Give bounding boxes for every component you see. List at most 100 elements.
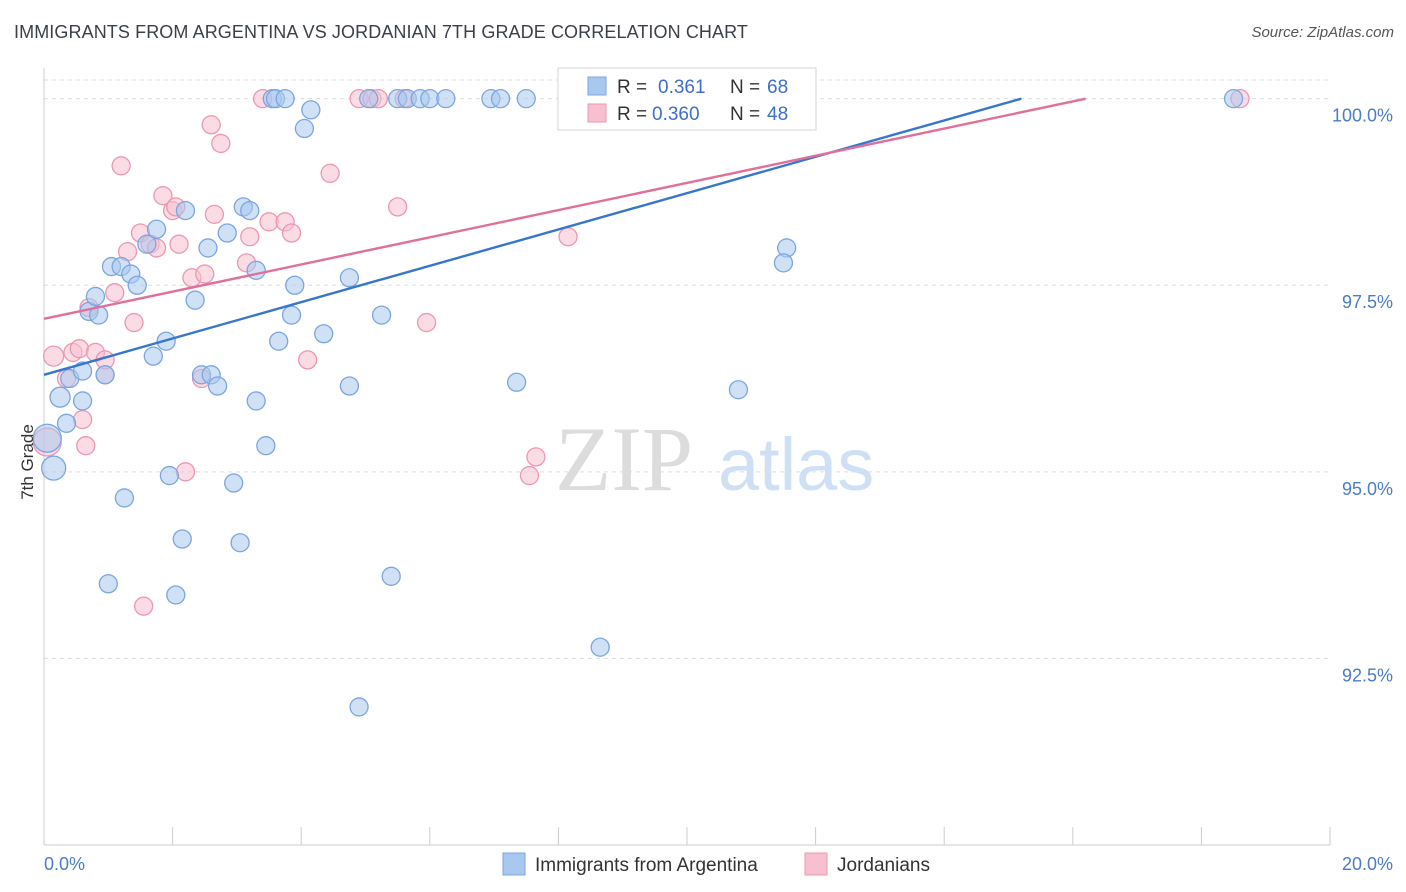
argentina-point-55 xyxy=(590,637,610,657)
argentina-point-15 xyxy=(137,234,157,254)
argentina-point-29 xyxy=(246,391,266,411)
argentina-point-33 xyxy=(275,89,295,109)
jordanians-point-25 xyxy=(201,115,221,135)
argentina-point-22 xyxy=(198,238,218,258)
legend-r-label-blue: R = xyxy=(617,77,647,98)
series-jordanians xyxy=(32,89,1250,616)
argentina-point-1 xyxy=(40,455,67,481)
jordanians-point-33 xyxy=(281,223,302,243)
chart-title: IMMIGRANTS FROM ARGENTINA VS JORDANIAN 7… xyxy=(14,22,749,42)
legend-stats: R = 0.361 N = 68 R = 0.360 N = 48 xyxy=(557,67,817,131)
argentina-point-10 xyxy=(95,365,115,385)
trendlines xyxy=(43,97,1086,376)
argentina-point-53 xyxy=(506,372,527,392)
watermark-zip: ZIP xyxy=(555,408,693,510)
legend-n-label-pink: N = xyxy=(730,104,760,125)
argentina-point-8 xyxy=(85,286,106,307)
jordanians-point-11 xyxy=(105,283,125,303)
argentina-point-38 xyxy=(301,100,321,120)
legend-bottom-label-blue: Immigrants from Argentina xyxy=(535,855,758,876)
argentina-point-69 xyxy=(349,697,369,717)
argentina-point-36 xyxy=(269,331,289,351)
jordanians-point-39 xyxy=(387,197,408,217)
jordanians-point-14 xyxy=(124,312,144,333)
argentina-point-27 xyxy=(240,200,260,221)
argentina-point-30 xyxy=(256,436,276,456)
argentina-point-2 xyxy=(49,386,71,408)
argentina-point-24 xyxy=(207,376,228,396)
jordanians-point-35 xyxy=(320,163,340,183)
argentina-point-41 xyxy=(339,376,360,396)
argentina-point-51 xyxy=(490,89,511,109)
argentina-point-5 xyxy=(72,361,93,381)
y-tick-label-1: 97.5% xyxy=(1342,292,1393,312)
jordanians-point-27 xyxy=(211,133,231,154)
jordanians-point-42 xyxy=(519,465,540,486)
jordanians-point-18 xyxy=(153,186,173,206)
argentina-point-18 xyxy=(146,219,167,239)
argentina-point-46 xyxy=(371,305,392,325)
argentina-point-39 xyxy=(314,324,334,344)
argentina-point-64 xyxy=(159,465,180,486)
legend-bottom-swatch-pink xyxy=(804,852,828,876)
legend-r-value-blue: 0.361 xyxy=(658,77,706,98)
jordanians-point-29 xyxy=(240,227,260,247)
legend-n-value-blue: 68 xyxy=(767,77,788,98)
jordanians-point-47 xyxy=(175,462,196,482)
jordanians-point-4 xyxy=(69,339,90,359)
legend-r-value-pink: 0.360 xyxy=(652,104,700,125)
argentina-point-48 xyxy=(420,89,440,109)
argentina-point-67 xyxy=(224,473,244,493)
jordanians-point-5 xyxy=(72,409,93,430)
jordanians-point-31 xyxy=(259,212,279,232)
argentina-point-14 xyxy=(127,275,147,295)
legend-swatch-pink xyxy=(587,103,607,123)
argentina-point-28 xyxy=(246,260,266,280)
jordanians-point-48 xyxy=(134,596,154,616)
y-axis-label: 7th Grade xyxy=(18,424,37,500)
argentina-point-19 xyxy=(175,200,196,221)
source-label: Source: ZipAtlas.com xyxy=(1251,24,1394,41)
argentina-point-49 xyxy=(436,89,456,109)
argentina-point-60 xyxy=(773,253,794,273)
jordanians-point-41 xyxy=(416,312,437,333)
jordanians-point-24 xyxy=(195,264,215,284)
jordanians-trendline xyxy=(43,97,1086,321)
argentina-point-25 xyxy=(217,223,237,243)
argentina-point-20 xyxy=(185,290,205,310)
argentina-point-66 xyxy=(172,529,192,549)
legend-bottom-label-pink: Jordanians xyxy=(837,855,930,876)
argentina-point-52 xyxy=(516,89,536,109)
argentina-point-58 xyxy=(728,380,749,400)
jordanians-point-34 xyxy=(297,350,318,370)
argentina-point-16 xyxy=(143,346,163,366)
y-tick-label-2: 95.0% xyxy=(1342,479,1393,499)
y-tick-labels: 100.0% 97.5% 95.0% 92.5% xyxy=(1332,106,1393,686)
jordanians-point-21 xyxy=(169,234,189,254)
series-argentina xyxy=(32,89,1244,717)
y-tick-label-0: 100.0% xyxy=(1332,106,1393,126)
y-tick-label-3: 92.5% xyxy=(1342,665,1393,685)
argentina-trendline xyxy=(43,97,1022,376)
argentina-point-0 xyxy=(32,423,62,453)
jordanians-point-1 xyxy=(42,345,65,367)
legend-n-value-pink: 48 xyxy=(767,104,788,125)
grid-lines xyxy=(44,79,1330,659)
x-tick-label-min: 0.0% xyxy=(44,854,85,874)
legend-series: Immigrants from Argentina Jordanians xyxy=(502,852,930,876)
watermark: ZIP atlas xyxy=(555,408,874,510)
jordanians-point-44 xyxy=(558,227,578,247)
argentina-point-40 xyxy=(339,268,360,288)
watermark-atlas: atlas xyxy=(718,423,874,506)
legend-bottom-swatch-blue xyxy=(502,852,526,876)
legend-r-label-pink: R = xyxy=(617,104,647,125)
jordanians-point-26 xyxy=(204,204,225,224)
argentina-point-34 xyxy=(285,275,305,295)
argentina-point-68 xyxy=(230,533,250,553)
x-tick-label-max: 20.0% xyxy=(1342,854,1393,874)
argentina-point-65 xyxy=(166,585,186,605)
argentina-point-3 xyxy=(56,413,77,433)
jordanians-point-43 xyxy=(526,447,546,467)
argentina-point-42 xyxy=(359,89,379,109)
